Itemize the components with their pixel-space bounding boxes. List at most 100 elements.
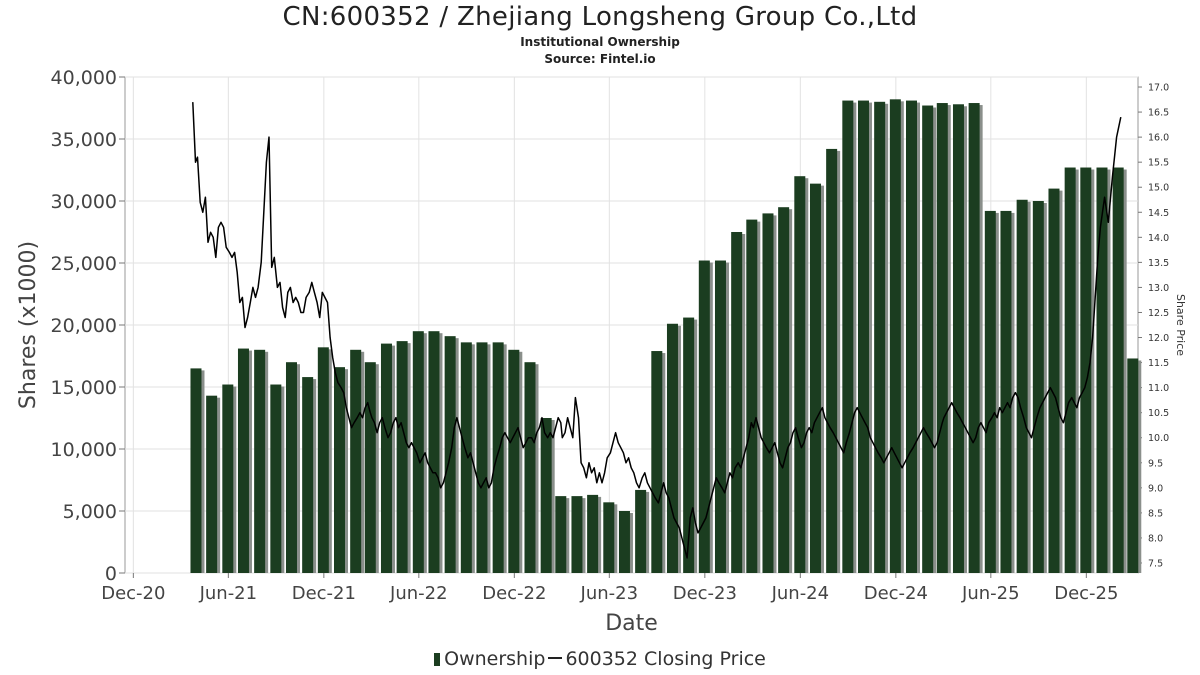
y2-tick-label: 9.5	[1148, 458, 1163, 469]
ownership-bar	[794, 176, 806, 573]
ownership-bar	[952, 104, 964, 573]
ownership-bar	[222, 384, 234, 573]
y-tick-label: 40,000	[51, 67, 117, 89]
x-tick-label: Jun-25	[961, 583, 1020, 604]
ownership-bar	[587, 494, 599, 573]
y2-tick-label: 13.0	[1148, 283, 1169, 294]
y2-tick-label: 10.0	[1148, 433, 1169, 444]
chart-title: CN:600352 / Zhejiang Longsheng Group Co.…	[282, 2, 918, 32]
ownership-bar	[1112, 167, 1124, 573]
y-tick-label: 30,000	[51, 191, 117, 213]
ownership-bar	[380, 343, 392, 573]
ownership-bar	[571, 496, 583, 573]
x-tick-label: Dec-23	[673, 583, 737, 604]
ownership-bar	[889, 99, 901, 573]
y2-tick-label: 16.0	[1148, 133, 1169, 144]
legend-swatch-ownership	[434, 653, 441, 666]
ownership-bar	[190, 368, 202, 573]
ownership-bar	[206, 395, 218, 573]
chart-subtitle: Institutional Ownership	[520, 35, 680, 49]
y-tick-label: 25,000	[51, 253, 117, 275]
x-tick-label: Dec-21	[292, 583, 356, 604]
y2-tick-label: 15.0	[1148, 183, 1169, 194]
ownership-bar	[254, 349, 266, 573]
ownership-bar	[524, 362, 536, 573]
y2-tick-label: 8.0	[1148, 533, 1163, 544]
y-axis-title: Shares (x1000)	[16, 241, 41, 409]
y2-tick-label: 12.5	[1148, 308, 1169, 319]
ownership-bar	[350, 349, 362, 573]
y-tick-label: 35,000	[51, 129, 117, 151]
chart-source: Source: Fintel.io	[544, 52, 656, 66]
ownership-bar	[302, 377, 314, 573]
ownership-bar	[364, 362, 376, 573]
y2-tick-label: 14.5	[1148, 208, 1169, 219]
ownership-bar	[333, 367, 345, 573]
ownership-bar	[540, 418, 552, 573]
ownership-bar	[778, 207, 790, 573]
ownership-bar	[857, 100, 869, 573]
y-tick-label: 0	[105, 563, 117, 585]
ownership-bar	[270, 384, 282, 573]
x-tick-label: Dec-22	[482, 583, 546, 604]
y2-tick-label: 8.5	[1148, 508, 1163, 519]
ownership-bar	[746, 219, 758, 573]
chart-legend: Ownership 600352 Closing Price	[0, 648, 1200, 670]
ownership-bar	[492, 342, 504, 573]
y2-tick-label: 7.5	[1148, 558, 1163, 569]
ownership-bar	[1127, 358, 1139, 573]
y-tick-label: 10,000	[51, 439, 117, 461]
y2-tick-label: 12.0	[1148, 333, 1169, 344]
ownership-bar	[603, 502, 615, 573]
ownership-bar	[1000, 210, 1012, 574]
y2-axis-title: Share Price	[1174, 294, 1187, 356]
y2-tick-label: 9.0	[1148, 483, 1163, 494]
ownership-bar	[826, 148, 838, 574]
ownership-bar	[809, 183, 821, 573]
ownership-bar	[698, 260, 710, 573]
y2-tick-label: 11.0	[1148, 383, 1169, 394]
ownership-bar	[396, 341, 408, 573]
price-line	[192, 102, 1122, 559]
ownership-bar	[651, 351, 663, 573]
ownership-bar	[317, 347, 329, 573]
x-axis-title: Date	[605, 611, 658, 636]
ownership-bar	[428, 331, 440, 573]
ownership-bar	[1048, 188, 1060, 573]
ownership-bar	[1032, 201, 1044, 573]
ownership-bar	[714, 260, 726, 573]
x-tick-label: Jun-21	[199, 583, 258, 604]
ownership-bar	[285, 362, 297, 573]
y2-tick-label: 15.5	[1148, 158, 1169, 169]
y-tick-label: 15,000	[51, 377, 117, 399]
ownership-bar	[508, 349, 520, 573]
legend-label-ownership: Ownership	[444, 648, 546, 670]
ownership-bar	[555, 496, 567, 573]
ownership-bar	[237, 348, 249, 573]
ownership-bar	[905, 100, 917, 573]
ownership-bar	[984, 210, 996, 574]
y-tick-label: 5,000	[63, 501, 117, 523]
ownership-bar	[922, 105, 934, 574]
ownership-bar	[762, 213, 774, 573]
x-tick-label: Jun-24	[771, 583, 830, 604]
legend-swatch-price	[548, 657, 563, 659]
y2-tick-label: 14.0	[1148, 233, 1169, 244]
ownership-bar	[1064, 167, 1076, 573]
x-tick-label: Jun-23	[580, 583, 639, 604]
y2-tick-label: 11.5	[1148, 358, 1169, 369]
x-tick-label: Dec-20	[101, 583, 165, 604]
ownership-bar	[968, 103, 980, 573]
x-tick-label: Jun-22	[389, 583, 448, 604]
ownership-bar	[874, 101, 886, 574]
ownership-bar	[1016, 199, 1028, 573]
ownership-bar	[936, 103, 948, 573]
legend-label-price: 600352 Closing Price	[565, 648, 766, 670]
x-tick-label: Dec-24	[864, 583, 928, 604]
ownership-bar	[666, 323, 678, 573]
ownership-bar	[683, 317, 695, 573]
y2-tick-label: 17.0	[1148, 83, 1169, 94]
ownership-bar	[618, 511, 630, 573]
ownership-bar	[460, 342, 472, 573]
